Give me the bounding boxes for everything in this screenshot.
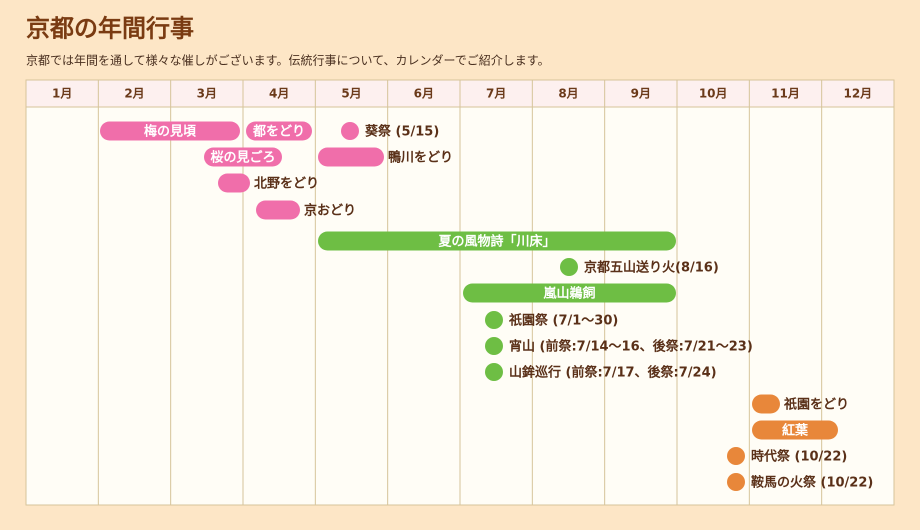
month-label: 3月: [197, 87, 217, 101]
month-label: 12月: [843, 87, 872, 101]
event-dot: [727, 473, 745, 491]
month-label: 2月: [124, 87, 144, 101]
event-bar: [752, 420, 838, 440]
event-dot: [485, 337, 503, 355]
event-label: 夏の風物詩「川床」: [437, 234, 555, 250]
subtitle: 京都では年間を通して様々な催しがございます。伝統行事について、カレンダーでご紹介…: [26, 53, 550, 68]
month-label: 4月: [269, 87, 289, 101]
event-dot: [485, 311, 503, 329]
event-dot: [727, 447, 745, 465]
event-label: 梅の見頃: [144, 124, 197, 140]
event-label: 嵐山鵜飼: [542, 286, 595, 302]
month-label: 10月: [699, 87, 728, 101]
event-label: 鞍馬の火祭 (10/22): [751, 475, 873, 491]
event-bar: [246, 121, 312, 141]
month-label: 8月: [558, 87, 578, 101]
event-label: 京都五山送り火(8/16): [584, 260, 719, 276]
event-label: 都をどり: [252, 124, 305, 140]
event-label: 祇園をどり: [783, 397, 849, 413]
month-label: 5月: [341, 87, 361, 101]
event-label: 祇園祭 (7/1～30): [508, 313, 618, 329]
event-label: 桜の見ごろ: [210, 150, 275, 166]
month-label: 1月: [52, 87, 72, 101]
event-label: 紅葉: [782, 423, 809, 439]
event-bar: [318, 147, 384, 167]
event-label: 北野をどり: [254, 177, 319, 192]
event-label: 京おどり: [304, 203, 356, 219]
month-label: 9月: [631, 87, 651, 101]
event-bar: [256, 200, 300, 220]
event-bar: [318, 231, 676, 251]
event-bar: [752, 394, 780, 414]
event-bar: [218, 173, 250, 193]
month-label: 6月: [414, 87, 434, 101]
event-bar: [204, 147, 282, 167]
event-label: 宵山 (前祭:7/14～16、後祭:7/21～23): [509, 339, 753, 355]
event-dot: [560, 258, 578, 276]
event-dot: [341, 122, 359, 140]
event-label: 山鉾巡行 (前祭:7/17、後祭:7/24): [509, 365, 717, 381]
event-label: 時代祭 (10/22): [751, 449, 847, 465]
event-label: 葵祭 (5/15): [365, 124, 439, 140]
month-label: 11月: [771, 87, 800, 101]
event-label: 鴨川をどり: [388, 150, 453, 166]
event-bar: [100, 121, 240, 141]
month-label: 7月: [486, 87, 506, 101]
title: 京都の年間行事: [26, 14, 194, 43]
event-dot: [485, 363, 503, 381]
event-bar: [463, 283, 676, 303]
